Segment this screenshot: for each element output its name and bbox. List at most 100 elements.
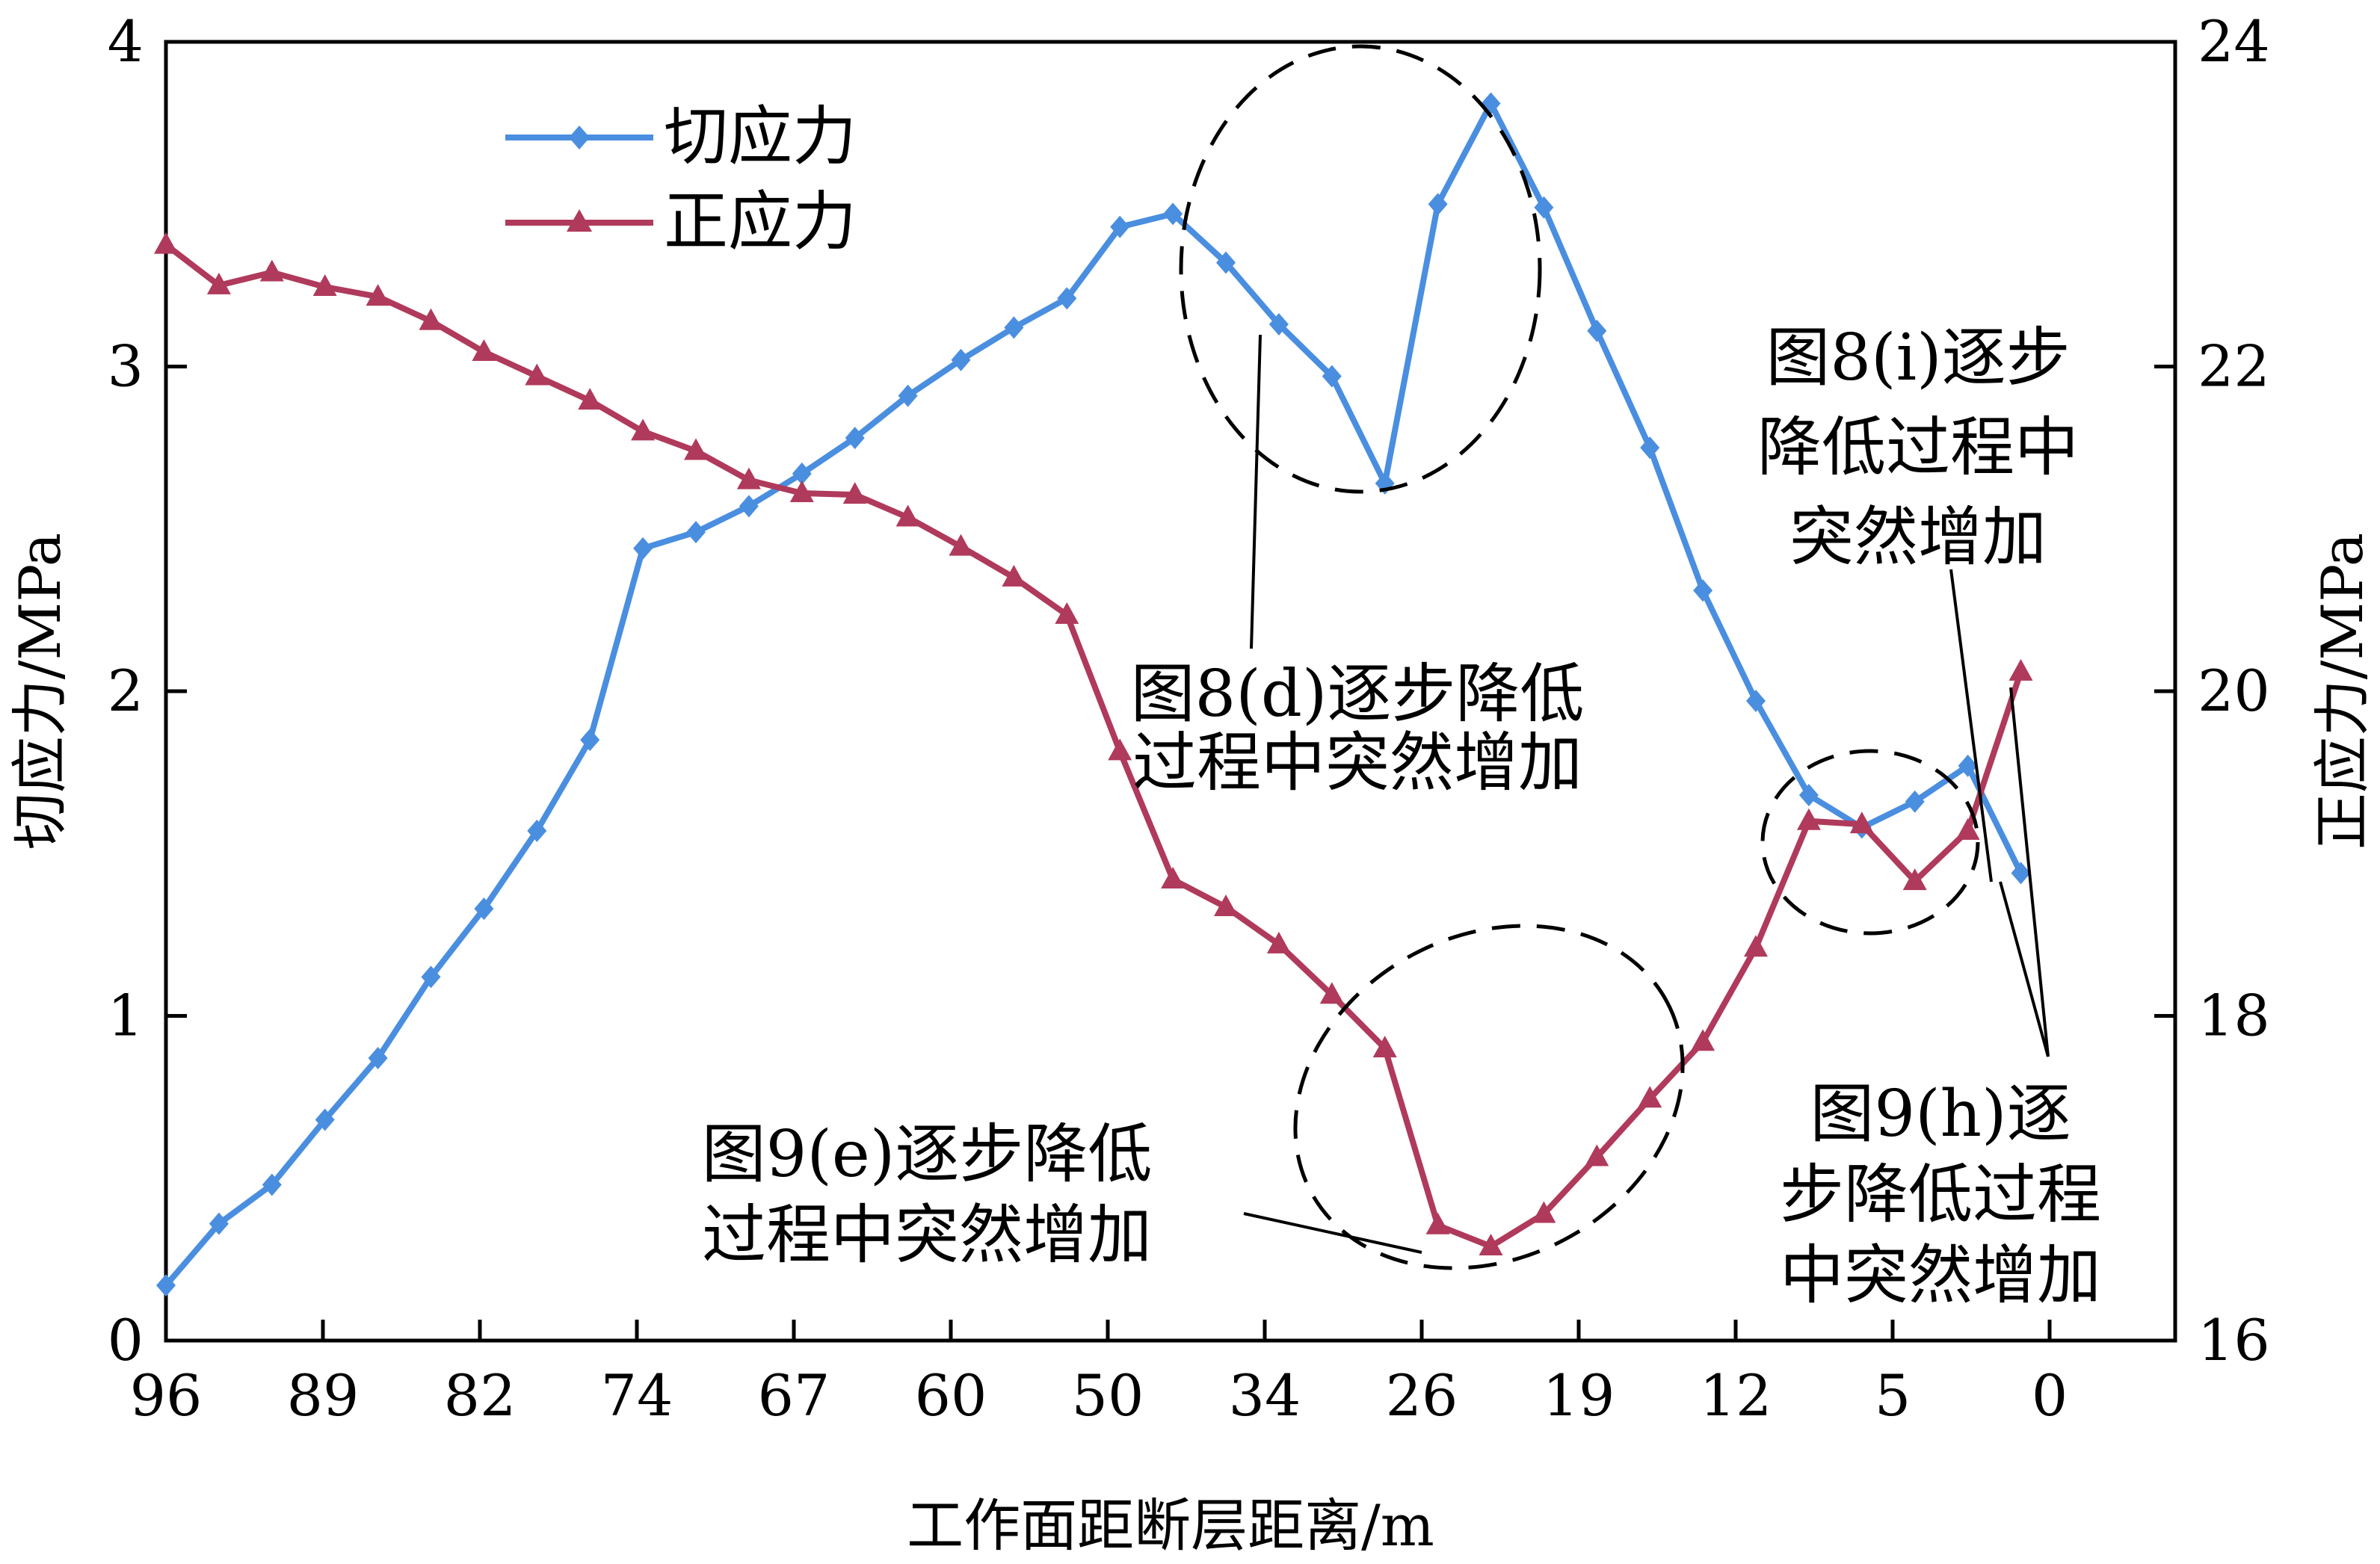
series-1-point bbox=[1796, 808, 1821, 830]
series-0-point bbox=[527, 819, 547, 842]
series-0-point bbox=[1640, 436, 1660, 460]
series-1-point bbox=[259, 259, 284, 282]
y-left-tick-label: 4 bbox=[108, 8, 144, 75]
annotation-9h-line-3: 中突然增加 bbox=[1780, 1238, 2101, 1313]
annotation-8i: 图8(i)逐步 降低过程中 突然增加 bbox=[1757, 321, 2079, 575]
series-0-point bbox=[368, 1046, 388, 1069]
series-0-point bbox=[898, 384, 918, 407]
x-axis-title: 工作面距断层距离/m bbox=[907, 1492, 1434, 1559]
series-1-point bbox=[1638, 1086, 1662, 1108]
series-0-point bbox=[845, 427, 865, 450]
x-tick-label: 26 bbox=[1386, 1362, 1458, 1429]
annotation-8i-line-1: 图8(i)逐步 bbox=[1766, 321, 2070, 395]
highlight-ellipse-shear-peak bbox=[1179, 44, 1542, 494]
series-1-point bbox=[895, 504, 920, 527]
x-tick-label: 12 bbox=[1700, 1362, 1772, 1429]
series-1-point bbox=[1955, 817, 1980, 840]
leader-line-8d bbox=[1250, 334, 1262, 649]
legend-label-shear: 切应力 bbox=[664, 99, 857, 174]
x-tick-label: 60 bbox=[915, 1362, 987, 1429]
legend: 切应力 正应力 bbox=[505, 99, 857, 259]
series-1-point bbox=[1161, 867, 1186, 889]
series-1-point bbox=[1214, 894, 1238, 916]
series-0-point bbox=[1110, 215, 1130, 238]
x-tick-label: 0 bbox=[2032, 1362, 2068, 1429]
y-right-tick-label: 16 bbox=[2198, 1307, 2270, 1373]
series-0-point bbox=[1057, 287, 1077, 310]
x-tick-label: 96 bbox=[130, 1362, 203, 1429]
series-1-point bbox=[2008, 658, 2033, 681]
annotation-8d-line-2: 过程中突然增加 bbox=[1132, 726, 1582, 800]
y-right-tick-label: 18 bbox=[2198, 983, 2270, 1049]
series-1-point bbox=[1744, 935, 1768, 957]
legend-marker-shear bbox=[569, 126, 590, 149]
series-0-point bbox=[951, 348, 971, 371]
series-0-point bbox=[209, 1212, 229, 1235]
series-0-point bbox=[1693, 579, 1713, 602]
series-0-point bbox=[262, 1173, 282, 1196]
series-1-point bbox=[1372, 1035, 1397, 1057]
highlight-ellipse-right bbox=[1760, 749, 1980, 936]
series-0-point bbox=[315, 1108, 335, 1131]
series-0-point bbox=[1587, 319, 1607, 342]
leader-line-9e bbox=[1243, 1212, 1422, 1254]
series-1-point bbox=[419, 308, 443, 330]
x-tick-label: 89 bbox=[287, 1362, 360, 1429]
series-0-point bbox=[1004, 316, 1024, 339]
series-0-point bbox=[474, 897, 494, 921]
y-axis-left-title: 切应力/MPa bbox=[7, 533, 73, 850]
series-0-point bbox=[1746, 690, 1766, 713]
series-line-1 bbox=[164, 242, 2024, 1249]
series-1-point bbox=[525, 363, 549, 386]
series-1-point bbox=[472, 339, 496, 361]
annotation-9h: 图9(h)逐 步降低过程 中突然增加 bbox=[1780, 1077, 2101, 1313]
series-1-point bbox=[842, 482, 867, 504]
series-layer bbox=[154, 92, 2033, 1297]
series-0-point bbox=[421, 965, 441, 989]
x-tick-label: 67 bbox=[758, 1362, 830, 1429]
series-1-point bbox=[1266, 931, 1291, 953]
series-1-point bbox=[1585, 1144, 1609, 1166]
annotation-9e-line-1: 图9(e)逐步降低 bbox=[702, 1117, 1153, 1192]
x-tick-label: 50 bbox=[1072, 1362, 1144, 1429]
leader-line-8i bbox=[1949, 569, 1993, 883]
series-1-point bbox=[1532, 1201, 1556, 1223]
x-tick-label: 5 bbox=[1875, 1362, 1911, 1429]
series-1-point bbox=[1902, 868, 1927, 891]
x-tick-label: 82 bbox=[444, 1362, 517, 1429]
annotation-8d: 图8(d)逐步降低 过程中突然增加 bbox=[1131, 657, 1585, 800]
series-1-point bbox=[736, 467, 761, 489]
series-1-point bbox=[206, 272, 231, 294]
annotation-9e: 图9(e)逐步降低 过程中突然增加 bbox=[702, 1117, 1153, 1273]
y-right-tick-label: 20 bbox=[2198, 658, 2270, 724]
series-1-point bbox=[684, 438, 708, 460]
y-axis-right-title: 正应力/MPa bbox=[2309, 533, 2376, 850]
x-tick-label: 74 bbox=[601, 1362, 673, 1429]
annotation-8i-line-2: 降低过程中 bbox=[1757, 410, 2079, 485]
series-0-point bbox=[1534, 196, 1554, 219]
series-0-point bbox=[1428, 193, 1448, 216]
legend-label-normal: 正应力 bbox=[664, 185, 857, 259]
series-0-point bbox=[1322, 365, 1342, 388]
y-right-tick-label: 22 bbox=[2198, 333, 2270, 400]
series-0-point bbox=[1216, 251, 1236, 274]
series-1-point bbox=[154, 232, 178, 254]
series-1-point bbox=[578, 388, 602, 410]
series-1-point bbox=[366, 284, 390, 306]
annotation-8i-line-3: 突然增加 bbox=[1789, 500, 2047, 575]
series-1-point bbox=[1479, 1233, 1503, 1255]
highlight-ellipse-normal-dip bbox=[1293, 924, 1685, 1270]
x-tick-label: 19 bbox=[1543, 1362, 1615, 1429]
series-1-point bbox=[1425, 1212, 1450, 1234]
annotation-9h-line-1: 图9(h)逐 bbox=[1810, 1077, 2071, 1152]
series-0-point bbox=[1268, 313, 1289, 336]
series-1-point bbox=[312, 274, 337, 297]
series-0-point bbox=[1905, 790, 1925, 813]
annotation-9e-line-2: 过程中突然增加 bbox=[702, 1198, 1152, 1273]
series-0-point bbox=[792, 462, 812, 485]
series-0-point bbox=[686, 521, 706, 544]
axis-ticks bbox=[164, 40, 2175, 1343]
annotation-8d-line-1: 图8(d)逐步降低 bbox=[1131, 657, 1585, 732]
